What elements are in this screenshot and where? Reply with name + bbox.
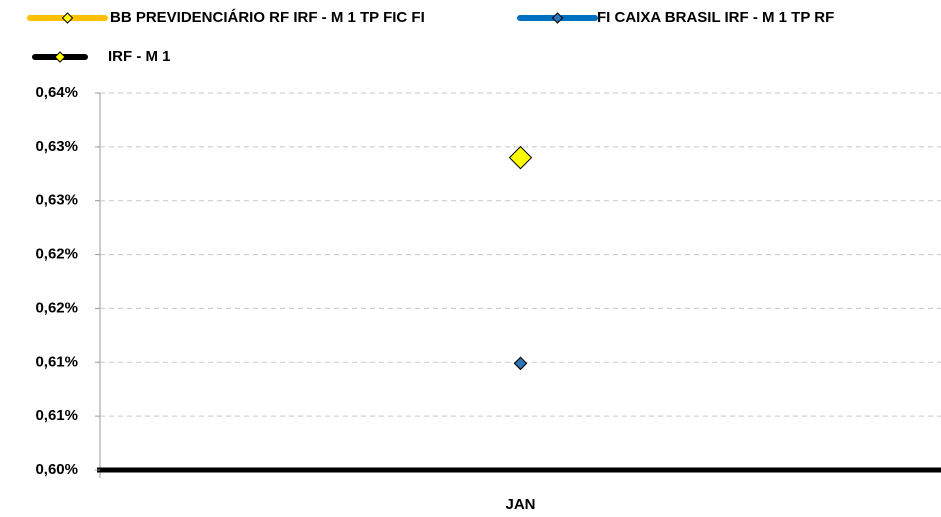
y-tick-label: 0,61% bbox=[35, 407, 78, 424]
legend-label: IRF - M 1 bbox=[108, 48, 171, 65]
y-tick-label: 0,61% bbox=[35, 353, 78, 370]
y-tick-label: 0,63% bbox=[35, 138, 78, 155]
legend-label: FI CAIXA BRASIL IRF - M 1 TP RF bbox=[597, 9, 834, 26]
legend-marker bbox=[551, 12, 564, 24]
y-tick-label: 0,62% bbox=[35, 299, 78, 316]
x-tick-label: JAN bbox=[505, 496, 535, 513]
legend-marker bbox=[54, 51, 66, 63]
legend-label: BB PREVIDENCIÁRIO RF IRF - M 1 TP FIC FI bbox=[110, 9, 425, 26]
data-point bbox=[508, 145, 533, 170]
y-tick-label: 0,60% bbox=[35, 461, 78, 478]
y-tick-label: 0,64% bbox=[35, 84, 78, 101]
legend-marker bbox=[61, 12, 74, 24]
data-point bbox=[513, 356, 528, 371]
y-tick-label: 0,63% bbox=[35, 192, 78, 209]
y-tick-label: 0,62% bbox=[35, 246, 78, 263]
